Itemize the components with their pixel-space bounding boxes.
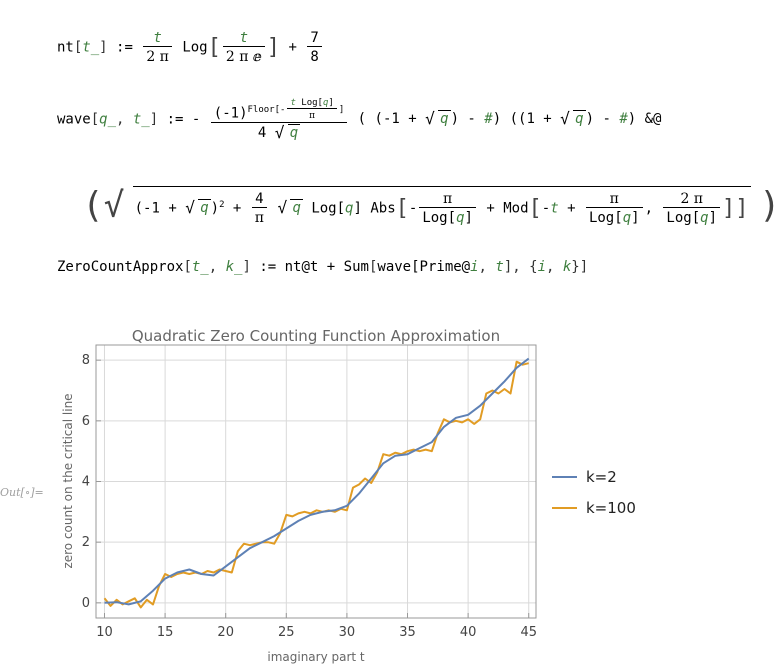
wave-prefactor-fraction: (-1)Floor[- t Log[q] π] 4 √ q [210,98,348,142]
legend-label: k=2 [586,468,617,486]
output-cell-label: Out[∘]= [0,486,44,499]
x-tick-label: 25 [278,625,295,640]
t-parameter: t_ [82,39,100,56]
zca-function-name: ZeroCountApprox [57,259,184,275]
x-tick-label: 30 [339,625,356,640]
chart-series [103,357,530,609]
series-line-k-100 [103,360,529,609]
x-tick-label: 20 [217,625,234,640]
set-delayed-operator: := [116,39,133,56]
chart-title: Quadratic Zero Counting Function Approxi… [132,327,500,345]
y-tick-label: 8 [82,353,90,368]
chart-ticks: 10 15 20 25 30 35 40 45 0 2 4 6 8 [82,353,537,640]
y-tick-label: 2 [82,535,90,550]
legend-label: k=100 [586,499,636,517]
wave-body: ( (-1 + √ q) - #) ((1 + √ q) - #) &@ [357,109,662,129]
chart-grid [96,345,536,618]
y-tick-label: 0 [82,596,90,611]
wave-definition[interactable]: wave[q_, t_] := - (-1)Floor[- t Log[q] π] … [57,98,662,142]
y-axis-label: zero count on the critical line [61,393,75,568]
x-axis-label: imaginary part t [267,650,365,664]
log-function: Log [182,39,208,56]
x-tick-label: 35 [399,625,416,640]
chart-legend: k=2 k=100 [552,468,636,517]
nt-function-name: nt [57,39,74,56]
x-tick-label: 10 [96,625,113,640]
wave-function-name: wave [57,111,91,128]
x-tick-label: 45 [520,625,537,640]
x-tick-label: 15 [157,625,174,640]
series-line-k-2 [104,357,530,606]
y-tick-label: 4 [82,475,90,490]
zero-count-approx-definition[interactable]: ZeroCountApprox[t_, k_] := nt@t + Sum[wa… [57,259,589,275]
x-tick-label: 40 [460,625,477,640]
y-tick-label: 6 [82,414,90,429]
